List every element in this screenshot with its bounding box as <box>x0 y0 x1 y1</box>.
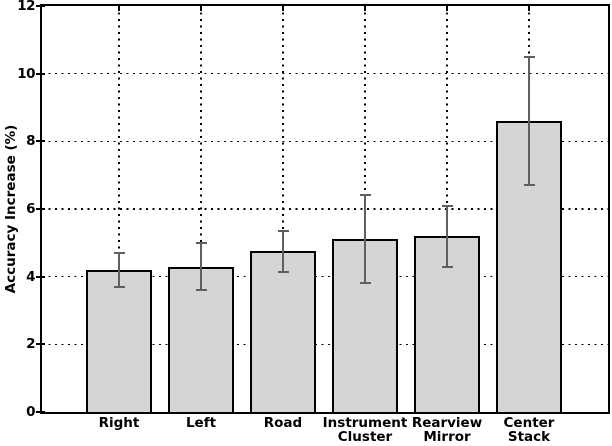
error-bar-cap-bottom <box>277 270 289 273</box>
h-gridline <box>42 343 608 346</box>
error-bar <box>118 252 120 287</box>
y-tick-label: 4 <box>26 268 35 285</box>
error-bar <box>446 205 448 267</box>
h-gridline <box>42 275 608 278</box>
x-tick-mark <box>528 6 530 11</box>
error-bar-cap-bottom <box>359 282 371 285</box>
error-bar <box>528 56 530 186</box>
y-tick-label: 2 <box>26 336 35 353</box>
y-tick-mark <box>36 275 45 278</box>
error-bar <box>364 195 366 284</box>
y-tick-label: 0 <box>26 404 35 420</box>
h-gridline <box>42 140 608 143</box>
y-tick-label: 6 <box>26 201 35 217</box>
v-gridline <box>200 6 202 412</box>
y-tick-mark <box>36 411 45 413</box>
x-tick-mark <box>364 6 366 11</box>
error-bar <box>200 242 202 291</box>
error-bar-cap-top <box>277 229 289 232</box>
v-gridline <box>282 6 284 412</box>
error-bar-cap-top <box>523 55 535 58</box>
error-bar-cap-bottom <box>113 285 125 288</box>
x-tick-mark <box>200 6 202 11</box>
error-bar-cap-bottom <box>195 289 207 292</box>
x-tick-mark <box>446 6 448 11</box>
bar <box>86 269 152 412</box>
error-bar-cap-bottom <box>523 184 535 187</box>
x-tick-label: Road <box>263 415 303 431</box>
error-bar-cap-top <box>195 241 207 244</box>
error-bar-cap-top <box>359 194 371 197</box>
v-gridline <box>118 6 120 412</box>
x-tick-label: Center Stack <box>503 415 555 445</box>
error-bar-cap-top <box>113 251 125 254</box>
plot-area <box>40 4 610 414</box>
y-tick-mark <box>36 140 45 143</box>
x-tick-mark <box>282 6 284 11</box>
y-tick-mark <box>36 72 45 75</box>
y-tick-mark <box>36 343 45 346</box>
x-tick-label: Left <box>185 415 217 431</box>
y-tick-label: 8 <box>26 133 35 150</box>
error-bar-cap-top <box>441 204 453 207</box>
bar <box>250 251 316 412</box>
h-gridline <box>42 72 608 75</box>
x-tick-label: Right <box>98 415 140 431</box>
x-tick-label: Instrument Cluster <box>322 415 408 445</box>
h-gridline <box>42 208 608 210</box>
x-tick-label: Rearview Mirror <box>411 415 483 445</box>
y-tick-label: 12 <box>17 0 35 14</box>
error-bar <box>282 230 284 272</box>
y-tick-mark <box>36 5 45 7</box>
y-tick-label: 10 <box>17 65 35 82</box>
x-tick-mark <box>118 6 120 11</box>
y-tick-mark <box>36 208 45 210</box>
error-bar-cap-bottom <box>441 265 453 268</box>
